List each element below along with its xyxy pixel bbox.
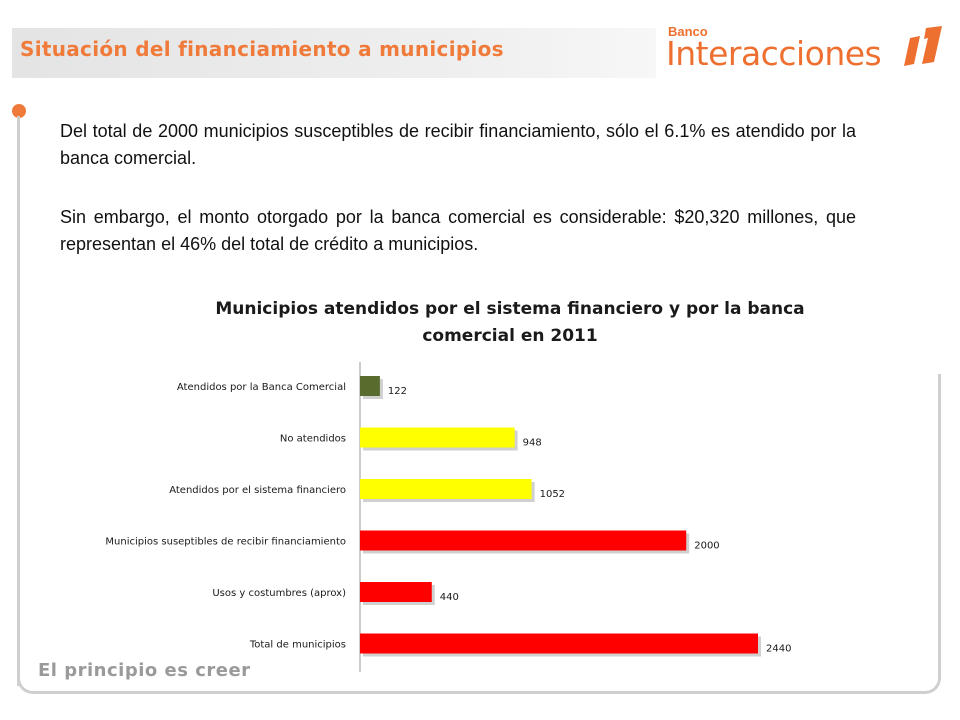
bar xyxy=(360,376,380,396)
paragraph-coverage: Del total de 2000 municipios susceptible… xyxy=(60,121,856,168)
bar xyxy=(360,530,687,551)
category-label: Atendidos por el sistema financiero xyxy=(169,485,346,496)
paragraph-amount: Sin embargo, el monto otorgado por la ba… xyxy=(60,207,856,254)
category-label: No atendidos xyxy=(280,434,346,445)
slide-title: Situación del financiamiento a municipio… xyxy=(20,37,504,61)
bar xyxy=(360,633,758,654)
category-label: Municipios suseptibles de recibir financ… xyxy=(105,537,346,548)
chart-title: Municipios atendidos por el sistema fina… xyxy=(215,299,805,346)
bar xyxy=(360,582,432,602)
data-label: 1052 xyxy=(540,489,565,500)
frame-bottom xyxy=(17,660,941,694)
logo-mark-icon xyxy=(904,26,942,66)
frame-line-right xyxy=(938,374,941,674)
bar xyxy=(360,479,532,499)
data-label: 2000 xyxy=(694,541,719,552)
frame-dot xyxy=(12,104,26,118)
category-label: Usos y costumbres (aprox) xyxy=(212,588,346,599)
data-label: 440 xyxy=(440,592,459,603)
category-label: Total de municipios xyxy=(249,640,346,651)
logo-wordmark: Interacciones xyxy=(666,34,882,73)
category-label: Atendidos por la Banca Comercial xyxy=(177,382,346,393)
title-band xyxy=(12,28,656,78)
bar xyxy=(360,427,515,448)
logo-small-text: Banco xyxy=(668,24,708,39)
bank-logo: Banco Interacciones xyxy=(666,24,948,80)
data-label: 2440 xyxy=(766,644,791,655)
frame-line-left xyxy=(17,116,20,686)
footer-slogan: El principio es creer xyxy=(38,660,251,681)
data-label: 948 xyxy=(523,438,542,449)
data-label: 122 xyxy=(388,386,407,397)
